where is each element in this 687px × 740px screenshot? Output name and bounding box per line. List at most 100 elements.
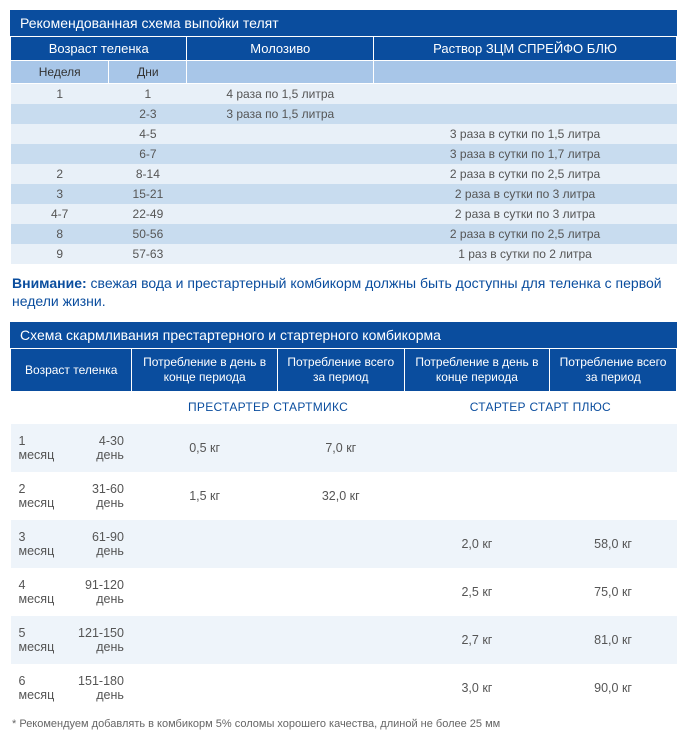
cell-week: 2	[11, 164, 109, 184]
cell-pp1	[277, 568, 404, 616]
cell-days: 8-14	[109, 164, 187, 184]
table-row: 4-7 22-49 2 раза в сутки по 3 литра	[11, 204, 677, 224]
table-row: 2 месяц 31-60 день 1,5 кг 32,0 кг	[11, 472, 677, 520]
feeding-scheme-table: Возраст теленка Молозиво Раствор ЗЦМ СПР…	[10, 36, 677, 264]
cell-pp1	[277, 664, 404, 712]
table-row: 1 1 4 раза по 1,5 литра	[11, 84, 677, 105]
attention-body: свежая вода и престартерный комбикорм до…	[12, 275, 662, 309]
cell-week	[11, 104, 109, 124]
table-row: 6-7 3 раза в сутки по 1,7 литра	[11, 144, 677, 164]
cell-week: 1	[11, 84, 109, 105]
cell-colostrum	[187, 164, 374, 184]
cell-pd1	[132, 520, 277, 568]
th-starter: СТАРТЕР СТАРТ ПЛЮС	[404, 392, 676, 424]
cell-days: 6-7	[109, 144, 187, 164]
cell-pd2: 2,7 кг	[404, 616, 549, 664]
cell-pp1: 32,0 кг	[277, 472, 404, 520]
th-perday2: Потребление в день в конце периода	[404, 349, 549, 392]
cell-days: 57-63	[109, 244, 187, 264]
cell-week	[11, 144, 109, 164]
cell-pp2: 90,0 кг	[550, 664, 677, 712]
th-perperiod1: Потребление всего за период	[277, 349, 404, 392]
cell-solution: 2 раза в сутки по 3 литра	[374, 184, 677, 204]
cell-month: 2 месяц	[11, 472, 67, 520]
compound-feed-table: Возраст теленка Потребление в день в кон…	[10, 348, 677, 712]
cell-pp1: 7,0 кг	[277, 424, 404, 473]
cell-days: 15-21	[109, 184, 187, 204]
cell-week: 8	[11, 224, 109, 244]
cell-pd2	[404, 472, 549, 520]
cell-solution: 3 раза в сутки по 1,7 литра	[374, 144, 677, 164]
cell-solution: 1 раз в сутки по 2 литра	[374, 244, 677, 264]
th-prestarter: ПРЕСТАРТЕР СТАРТМИКС	[132, 392, 404, 424]
table-row: 2-3 3 раза по 1,5 литра	[11, 104, 677, 124]
table-row: 4-5 3 раза в сутки по 1,5 литра	[11, 124, 677, 144]
cell-pp2: 75,0 кг	[550, 568, 677, 616]
cell-days: 151-180 день	[67, 664, 132, 712]
attention-text: Внимание: свежая вода и престартерный ко…	[12, 274, 675, 310]
table1-title: Рекомендованная схема выпойки телят	[10, 10, 677, 36]
cell-days: 121-150 день	[67, 616, 132, 664]
th-empty1	[187, 61, 374, 84]
cell-days: 2-3	[109, 104, 187, 124]
th-colostrum: Молозиво	[187, 37, 374, 61]
cell-days: 4-30 день	[67, 424, 132, 473]
cell-pd2	[404, 424, 549, 473]
table-row: 3 месяц 61-90 день 2,0 кг 58,0 кг	[11, 520, 677, 568]
cell-colostrum	[187, 244, 374, 264]
cell-colostrum	[187, 204, 374, 224]
cell-month: 1 месяц	[11, 424, 67, 473]
cell-days: 22-49	[109, 204, 187, 224]
cell-pd1	[132, 568, 277, 616]
cell-week: 9	[11, 244, 109, 264]
th-empty2	[374, 61, 677, 84]
cell-solution: 3 раза в сутки по 1,5 литра	[374, 124, 677, 144]
cell-days: 1	[109, 84, 187, 105]
table-row: 3 15-21 2 раза в сутки по 3 литра	[11, 184, 677, 204]
cell-pd1: 1,5 кг	[132, 472, 277, 520]
table-row: 6 месяц 151-180 день 3,0 кг 90,0 кг	[11, 664, 677, 712]
cell-pp1	[277, 520, 404, 568]
th-empty3	[11, 392, 132, 424]
cell-pd2: 2,5 кг	[404, 568, 549, 616]
attention-bold: Внимание:	[12, 275, 87, 291]
table2-title: Схема скармливания престартерного и стар…	[10, 322, 677, 348]
cell-colostrum: 4 раза по 1,5 литра	[187, 84, 374, 105]
table-row: 9 57-63 1 раз в сутки по 2 литра	[11, 244, 677, 264]
table-row: 2 8-14 2 раза в сутки по 2,5 литра	[11, 164, 677, 184]
table-row: 4 месяц 91-120 день 2,5 кг 75,0 кг	[11, 568, 677, 616]
th-days: Дни	[109, 61, 187, 84]
cell-solution: 2 раза в сутки по 2,5 литра	[374, 164, 677, 184]
cell-pd2: 3,0 кг	[404, 664, 549, 712]
th-perperiod2: Потребление всего за период	[550, 349, 677, 392]
th-week: Неделя	[11, 61, 109, 84]
cell-colostrum	[187, 124, 374, 144]
cell-days: 91-120 день	[67, 568, 132, 616]
table-row: 8 50-56 2 раза в сутки по 2,5 литра	[11, 224, 677, 244]
cell-week	[11, 124, 109, 144]
cell-colostrum	[187, 184, 374, 204]
cell-colostrum	[187, 144, 374, 164]
cell-days: 61-90 день	[67, 520, 132, 568]
cell-solution: 2 раза в сутки по 3 литра	[374, 204, 677, 224]
cell-pp2: 81,0 кг	[550, 616, 677, 664]
cell-pp1	[277, 616, 404, 664]
table-row: 5 месяц 121-150 день 2,7 кг 81,0 кг	[11, 616, 677, 664]
th-age2: Возраст теленка	[11, 349, 132, 392]
cell-days: 31-60 день	[67, 472, 132, 520]
cell-pp2	[550, 472, 677, 520]
th-age: Возраст теленка	[11, 37, 187, 61]
cell-pd2: 2,0 кг	[404, 520, 549, 568]
cell-month: 6 месяц	[11, 664, 67, 712]
cell-days: 50-56	[109, 224, 187, 244]
footnote: * Рекомендуем добавлять в комбикорм 5% с…	[10, 718, 677, 730]
table-row: 1 месяц 4-30 день 0,5 кг 7,0 кг	[11, 424, 677, 473]
cell-solution	[374, 104, 677, 124]
th-perday1: Потребление в день в конце периода	[132, 349, 277, 392]
cell-month: 5 месяц	[11, 616, 67, 664]
cell-month: 3 месяц	[11, 520, 67, 568]
cell-days: 4-5	[109, 124, 187, 144]
cell-pd1	[132, 616, 277, 664]
cell-pd1: 0,5 кг	[132, 424, 277, 473]
cell-colostrum	[187, 224, 374, 244]
